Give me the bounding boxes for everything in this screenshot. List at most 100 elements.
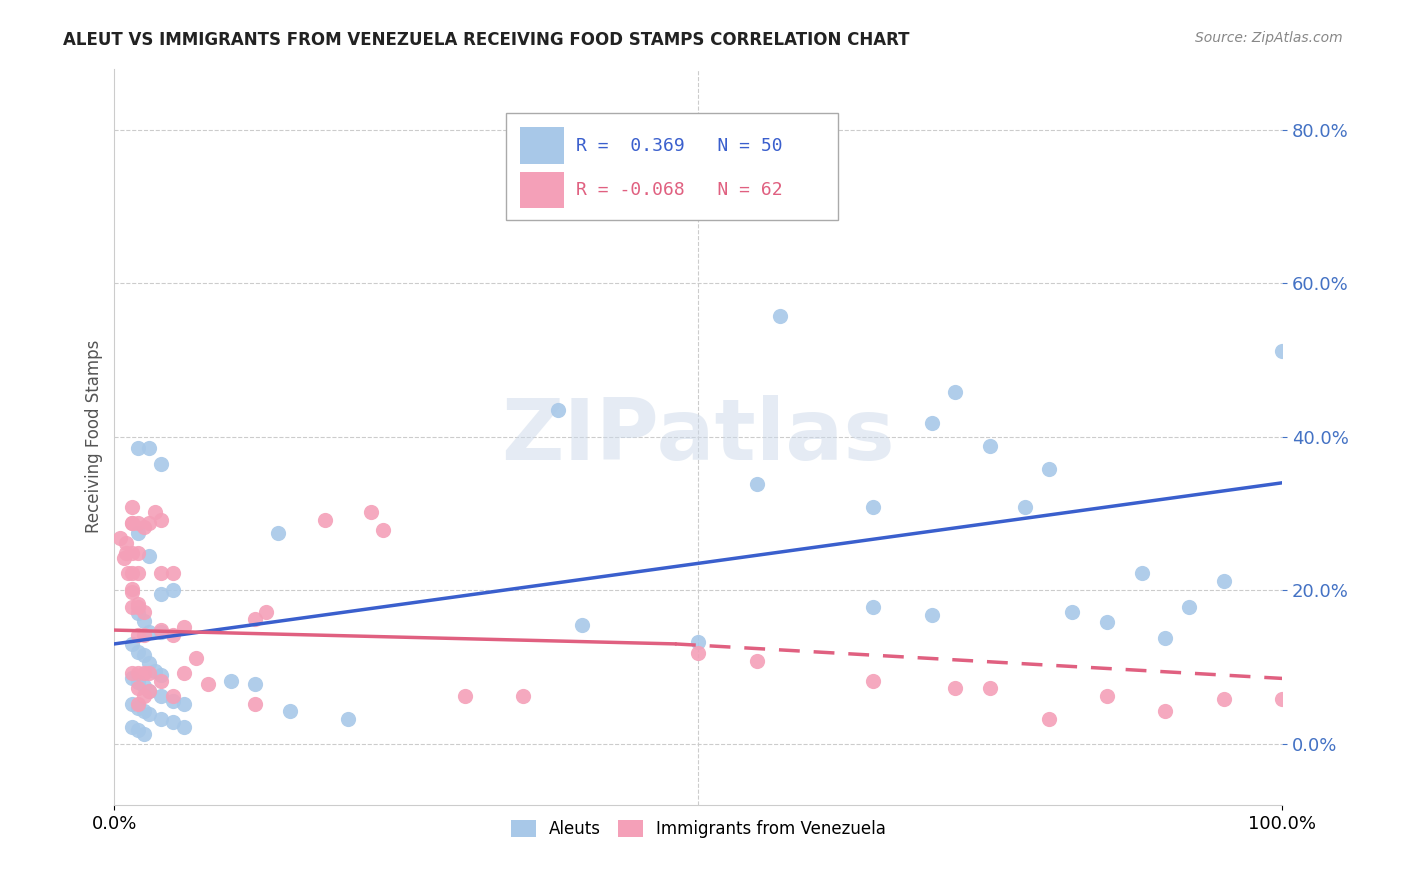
Point	[150, 673, 173, 688]
Point	[127, 597, 149, 611]
Point	[138, 625, 160, 640]
FancyBboxPatch shape	[520, 128, 564, 164]
Point	[267, 525, 290, 540]
Point	[571, 617, 593, 632]
Point	[132, 648, 155, 663]
Point	[127, 606, 149, 620]
Point	[173, 666, 195, 681]
Point	[150, 625, 173, 640]
Text: Source: ZipAtlas.com: Source: ZipAtlas.com	[1195, 31, 1343, 45]
Point	[769, 309, 792, 323]
Point	[121, 516, 143, 530]
Point	[1154, 631, 1177, 645]
Y-axis label: Receiving Food Stamps: Receiving Food Stamps	[86, 340, 103, 533]
Point	[1014, 500, 1036, 515]
Point	[186, 650, 208, 665]
Point	[1130, 566, 1153, 581]
Point	[150, 513, 173, 527]
Point	[173, 697, 195, 711]
Point	[121, 546, 143, 560]
Point	[1178, 600, 1201, 615]
Point	[127, 516, 149, 530]
Point	[606, 184, 628, 198]
Point	[371, 524, 394, 538]
FancyBboxPatch shape	[506, 112, 838, 219]
Point	[121, 584, 143, 599]
Point	[862, 600, 884, 615]
Point	[127, 600, 149, 615]
Point	[127, 697, 149, 711]
Point	[688, 635, 710, 649]
Point	[688, 646, 710, 660]
Point	[1154, 705, 1177, 719]
Point	[121, 516, 143, 530]
Point	[138, 549, 160, 563]
Point	[173, 620, 195, 634]
Point	[278, 705, 301, 719]
Point	[162, 628, 184, 642]
Point	[150, 667, 173, 681]
Point	[127, 723, 149, 737]
Point	[132, 614, 155, 628]
Point	[121, 600, 143, 615]
Point	[162, 566, 184, 581]
Point	[127, 675, 149, 690]
Point	[150, 566, 173, 581]
Point	[1212, 692, 1234, 706]
Point	[1095, 689, 1118, 703]
Point	[132, 689, 155, 703]
Point	[132, 628, 155, 642]
Point	[1212, 574, 1234, 588]
Point	[127, 700, 149, 714]
Point	[115, 535, 138, 549]
Point	[1038, 462, 1060, 476]
Point	[127, 546, 149, 560]
Point	[921, 416, 943, 430]
Point	[143, 664, 166, 678]
Point	[1038, 712, 1060, 726]
Point	[127, 644, 149, 658]
Point	[219, 673, 242, 688]
Point	[112, 551, 135, 566]
Point	[138, 684, 160, 698]
Point	[138, 666, 160, 681]
Point	[150, 623, 173, 637]
Text: ALEUT VS IMMIGRANTS FROM VENEZUELA RECEIVING FOOD STAMPS CORRELATION CHART: ALEUT VS IMMIGRANTS FROM VENEZUELA RECEI…	[63, 31, 910, 49]
Point	[943, 681, 966, 696]
Point	[162, 583, 184, 598]
Point	[197, 677, 219, 691]
Point	[150, 712, 173, 726]
Point	[512, 689, 534, 703]
Point	[360, 505, 382, 519]
Point	[132, 727, 155, 741]
Point	[1095, 615, 1118, 630]
Point	[745, 477, 768, 491]
Point	[121, 582, 143, 596]
Point	[943, 385, 966, 400]
Point	[132, 705, 155, 719]
Point	[110, 531, 132, 545]
Point	[921, 607, 943, 622]
Point	[121, 666, 143, 681]
Point	[132, 666, 155, 681]
Point	[121, 697, 143, 711]
Point	[862, 500, 884, 515]
Point	[979, 681, 1001, 696]
Point	[162, 694, 184, 708]
Point	[138, 442, 160, 456]
FancyBboxPatch shape	[520, 171, 564, 209]
Point	[745, 654, 768, 668]
Point	[162, 715, 184, 730]
Point	[127, 628, 149, 642]
Text: R =  0.369   N = 50: R = 0.369 N = 50	[575, 136, 782, 155]
Text: R = -0.068   N = 62: R = -0.068 N = 62	[575, 181, 782, 199]
Point	[143, 505, 166, 519]
Point	[121, 720, 143, 734]
Point	[162, 689, 184, 703]
Text: ZIPatlas: ZIPatlas	[502, 395, 896, 478]
Point	[547, 403, 569, 417]
Point	[132, 520, 155, 534]
Point	[127, 666, 149, 681]
Point	[862, 673, 884, 688]
Point	[1271, 692, 1294, 706]
